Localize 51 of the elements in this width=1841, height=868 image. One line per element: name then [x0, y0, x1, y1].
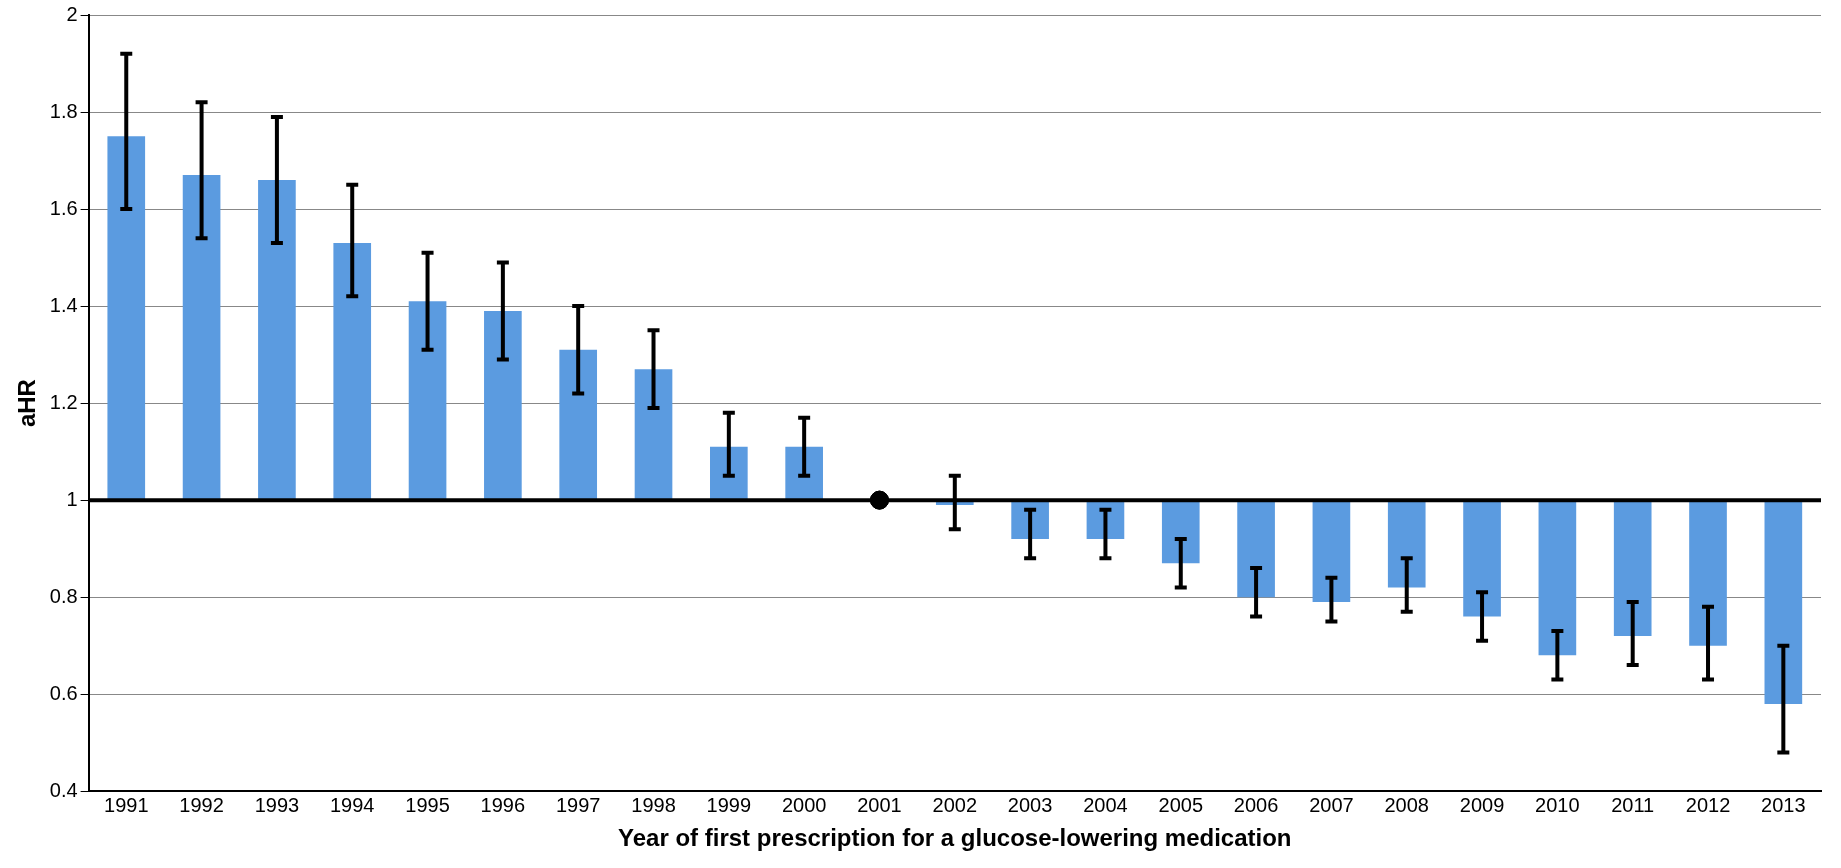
x-tick-label: 2003 [1007, 793, 1053, 816]
bar [1538, 500, 1577, 656]
y-axis-title: aHR [13, 379, 41, 428]
x-tick-label: 2004 [1083, 793, 1128, 816]
x-tick-label: 2000 [781, 793, 827, 816]
bar [1312, 500, 1351, 602]
bar [1689, 500, 1727, 646]
x-tick-label: 2013 [1761, 793, 1806, 816]
bar [182, 175, 221, 501]
bar [107, 136, 146, 501]
x-tick-label: 1996 [480, 793, 526, 816]
bar [1613, 500, 1652, 636]
bar [408, 301, 447, 501]
bar [484, 310, 522, 501]
x-tick-label: 2001 [857, 793, 902, 816]
x-tick-label: 2009 [1459, 793, 1505, 816]
x-tick-label: 2005 [1158, 793, 1204, 816]
x-tick-label: 1997 [555, 793, 601, 816]
y-tick-label: 2 [66, 2, 78, 25]
y-tick-label: 0.8 [49, 584, 78, 607]
bar [559, 349, 598, 501]
x-tick-label: 2012 [1685, 793, 1731, 816]
bar [333, 243, 372, 501]
x-axis-title: Year of first prescription for a glucose-lowering medication [618, 824, 1292, 852]
y-tick-label: 1 [66, 487, 78, 510]
x-tick-label: 1999 [706, 793, 752, 816]
bar [634, 369, 673, 501]
x-tick-label: 1991 [104, 793, 149, 816]
x-tick-label: 2010 [1535, 793, 1580, 816]
bar [1237, 500, 1275, 598]
x-tick-label: 1994 [329, 793, 375, 816]
bar [1764, 500, 1803, 704]
x-tick-label: 2008 [1384, 793, 1429, 816]
x-tick-label: 1992 [179, 793, 224, 816]
x-tick-label: 1998 [631, 793, 676, 816]
bar [1463, 500, 1501, 617]
x-tick-label: 2007 [1309, 793, 1354, 816]
y-tick-label: 1.2 [49, 390, 78, 413]
x-tick-label: 2006 [1233, 793, 1279, 816]
y-tick-label: 0.6 [49, 681, 78, 704]
x-tick-label: 2011 [1611, 793, 1655, 816]
y-tick-label: 1.4 [49, 293, 78, 316]
y-tick-label: 1.6 [49, 196, 78, 219]
x-tick-label: 1995 [405, 793, 450, 816]
y-tick-label: 0.4 [49, 778, 78, 801]
x-tick-label: 1993 [254, 793, 300, 816]
y-tick-label: 1.8 [49, 99, 78, 122]
bar [258, 179, 296, 501]
x-tick-label: 2002 [932, 793, 978, 816]
bar [1161, 500, 1200, 564]
bar [1387, 500, 1426, 588]
